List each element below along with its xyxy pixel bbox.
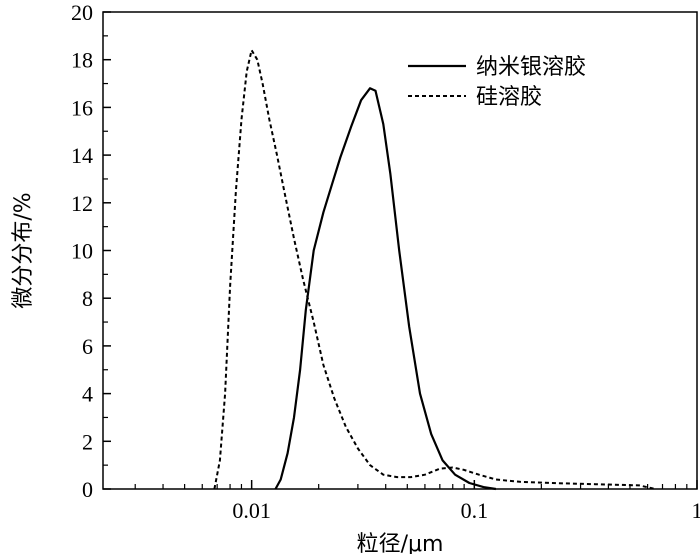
y-tick-label: 14 xyxy=(71,143,93,168)
y-tick-label: 10 xyxy=(71,239,93,264)
y-tick-label: 16 xyxy=(71,95,93,120)
plot-frame xyxy=(102,11,698,490)
series-layer xyxy=(213,49,656,491)
x-tick-label: 0.1 xyxy=(461,498,489,523)
y-tick-label: 12 xyxy=(71,191,93,216)
x-axis-title: 粒径/μm xyxy=(357,532,444,554)
x-tick-label: 0.01 xyxy=(232,498,271,523)
legend: 纳米银溶胶 硅溶胶 xyxy=(408,55,586,110)
y-tick-label: 8 xyxy=(82,286,93,311)
y-tick-label: 4 xyxy=(82,382,93,407)
legend-label-silver-sol: 纳米银溶胶 xyxy=(476,55,586,80)
y-tick-label: 20 xyxy=(71,0,93,25)
y-tick-label: 18 xyxy=(71,48,93,73)
y-tick-label: 0 xyxy=(82,477,93,502)
y-tick-label: 2 xyxy=(82,429,93,454)
y-axis-ticks: 0 2 4 6 8 10 12 14 16 18 20 xyxy=(71,0,111,502)
legend-label-silica-sol: 硅溶胶 xyxy=(476,85,542,110)
x-tick-label: 1 xyxy=(692,498,700,523)
y-tick-label: 6 xyxy=(82,334,93,359)
series-line-silver-sol xyxy=(274,87,497,491)
y-axis-title: 微分分布/% xyxy=(11,192,36,308)
x-axis-ticks: 0.01 0.1 1 xyxy=(134,480,700,523)
series-line-silica-sol xyxy=(213,49,656,490)
